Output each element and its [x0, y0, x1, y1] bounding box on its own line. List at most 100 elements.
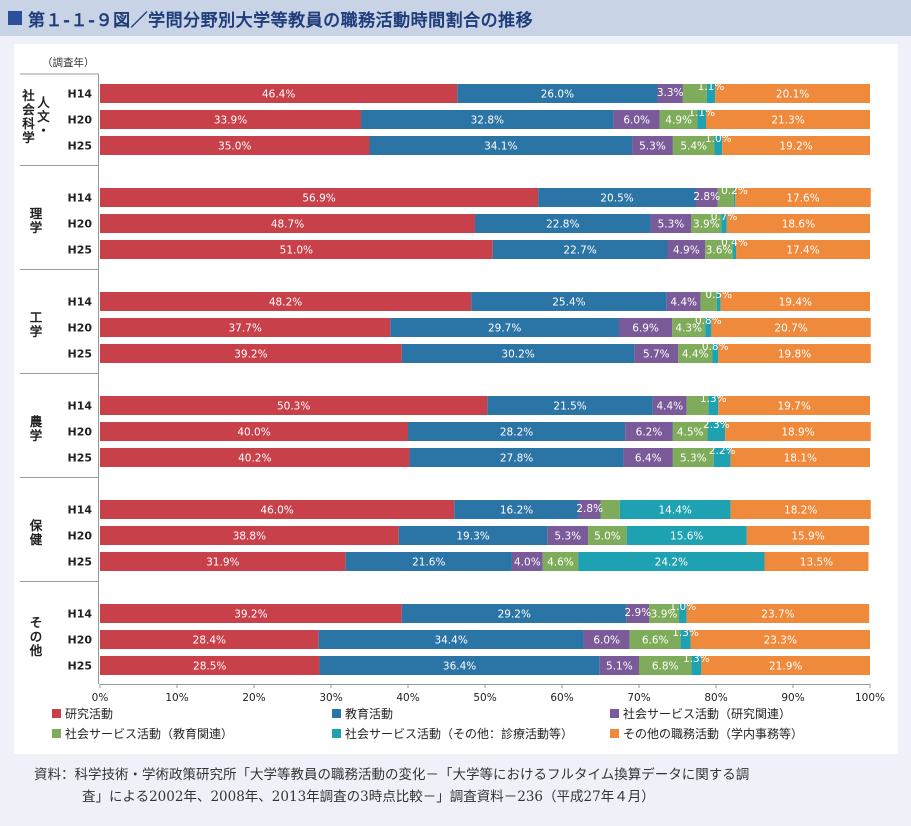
data-label: 2.2%	[709, 445, 736, 457]
bar-segment	[666, 292, 701, 311]
data-label: 34.4%	[434, 635, 467, 647]
bar-segment	[649, 604, 680, 623]
bar-segment	[100, 396, 488, 415]
data-label: 0.7%	[711, 211, 738, 223]
legend-swatch	[52, 729, 61, 738]
data-label: 19.3%	[456, 531, 489, 543]
data-label: 5.3%	[680, 453, 707, 465]
data-label: 4.9%	[665, 115, 692, 127]
data-label: 3.9%	[693, 219, 720, 231]
bar-segment	[100, 318, 391, 337]
bar-segment	[632, 136, 673, 155]
year-label: H20	[67, 114, 92, 127]
data-label: 20.5%	[600, 193, 633, 205]
data-label: 0.4%	[721, 237, 748, 249]
bar-segment	[100, 656, 320, 675]
bar-segment	[100, 240, 493, 259]
year-label: H25	[67, 140, 92, 153]
bar-segment	[626, 526, 747, 545]
data-label: 19.4%	[779, 297, 812, 309]
bar-segment	[100, 448, 410, 467]
data-label: 46.0%	[260, 505, 293, 517]
bar-segment	[691, 656, 702, 675]
data-label: 1.1%	[688, 107, 715, 119]
x-tick-label: 80%	[704, 692, 727, 704]
bar-segment	[720, 292, 870, 311]
bar-segment	[736, 240, 870, 259]
bar-segment	[100, 526, 399, 545]
data-label: 24.2%	[655, 557, 688, 569]
data-label: 23.7%	[761, 609, 794, 621]
bar-segment	[697, 110, 706, 129]
data-label: 1.0%	[670, 601, 697, 613]
data-label: 21.5%	[553, 401, 586, 413]
year-label: H14	[67, 504, 92, 517]
bar-segment	[613, 110, 660, 129]
legend-label: 研究活動	[65, 706, 113, 721]
data-label: 21.9%	[769, 661, 802, 673]
bar-segment	[706, 84, 716, 103]
legend-label: 社会サービス活動（その他：診療活動等）	[345, 726, 573, 741]
year-label: H20	[67, 426, 92, 439]
x-tick-label: 10%	[165, 692, 188, 704]
bar-segment	[619, 500, 731, 519]
data-label: 15.6%	[670, 531, 703, 543]
data-label: 2.8%	[684, 387, 711, 399]
bar-segment	[680, 630, 691, 649]
data-label: 40.2%	[238, 453, 271, 465]
data-label: 2.5%	[597, 491, 624, 503]
bar-segment	[583, 630, 630, 649]
source-line-2: 査」による2002年、2008年、2013年調査の3時点比較－」調査資料－236…	[82, 789, 655, 805]
bar-segment	[700, 292, 717, 311]
year-label: H14	[67, 400, 92, 413]
data-label: 33.9%	[214, 115, 247, 127]
bar-segment	[369, 136, 633, 155]
data-label: 3.6%	[706, 245, 733, 257]
x-tick-label: 30%	[319, 692, 342, 704]
group-label: 理学	[30, 206, 43, 235]
year-label: H14	[67, 608, 92, 621]
bar-segment	[705, 240, 733, 259]
bar-segment	[588, 526, 627, 545]
data-label: 21.6%	[412, 557, 445, 569]
data-label: 6.2%	[636, 427, 663, 439]
bar-segment	[701, 656, 870, 675]
bar-segment	[678, 344, 713, 363]
data-label: 26.0%	[541, 89, 574, 101]
data-label: 20.1%	[776, 89, 809, 101]
bar-segment	[715, 84, 870, 103]
bar-segment	[722, 136, 870, 155]
bar-segment	[705, 318, 712, 337]
bar-segment	[318, 630, 584, 649]
bar-segment	[716, 292, 721, 311]
year-label: H14	[67, 296, 92, 309]
bar-segment	[732, 240, 737, 259]
data-label: 29.7%	[488, 323, 521, 335]
group-label: 保健	[29, 518, 43, 547]
bar-segment	[686, 604, 870, 623]
data-label: 18.1%	[784, 453, 817, 465]
bar-segment	[667, 240, 706, 259]
bar-segment	[398, 526, 548, 545]
data-label: 1.3%	[672, 627, 699, 639]
data-label: 5.3%	[639, 141, 666, 153]
bar-segment	[712, 344, 719, 363]
bar-segment	[735, 188, 871, 207]
x-tick-label: 100%	[855, 692, 885, 704]
data-label: 14.4%	[659, 505, 692, 517]
bar-segment	[659, 110, 698, 129]
data-label: 1.3%	[683, 653, 710, 665]
data-label: 25.4%	[552, 297, 585, 309]
bar-segment	[100, 214, 475, 233]
data-label: 28.4%	[193, 635, 226, 647]
data-label: 20.7%	[774, 323, 807, 335]
bar-segment	[578, 500, 601, 519]
bar-segment	[345, 552, 512, 571]
data-label: 0.8%	[695, 315, 722, 327]
data-label: 5.0%	[594, 531, 621, 543]
bar-segment	[652, 396, 687, 415]
bar-segment	[542, 552, 579, 571]
bar-segment	[705, 110, 870, 129]
bar-segment	[625, 422, 673, 441]
data-label: 18.9%	[781, 427, 814, 439]
